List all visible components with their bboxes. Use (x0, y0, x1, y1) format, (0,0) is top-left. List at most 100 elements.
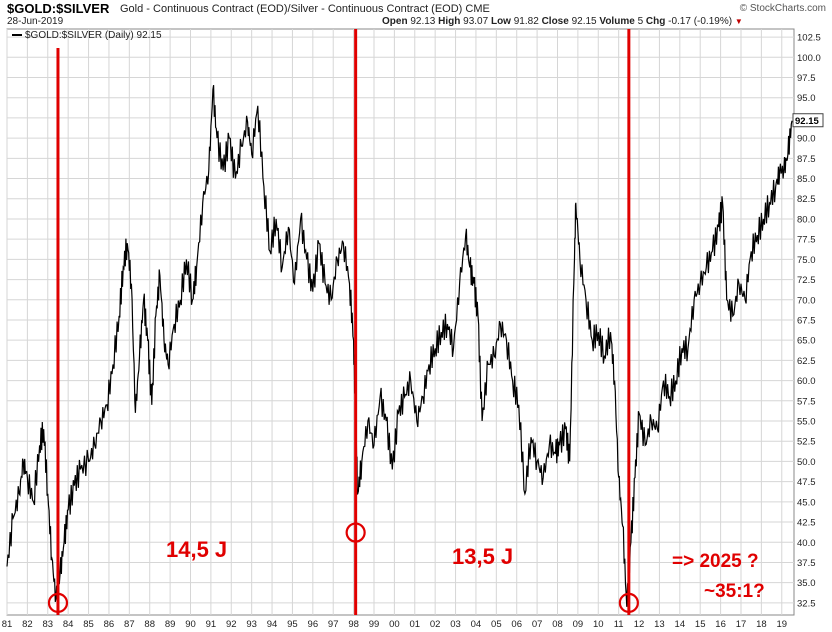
x-tick-label: 01 (409, 619, 420, 630)
x-tick-label: 86 (104, 619, 115, 630)
y-tick-label: 67.5 (797, 315, 816, 326)
x-tick-label: 07 (532, 619, 543, 630)
forecast-annotation-2: ~35:1? (704, 581, 765, 602)
x-tick-label: 83 (42, 619, 53, 630)
cycle-circle-marker (47, 592, 69, 613)
cycle-1-annotation: 14,5 J (166, 537, 227, 562)
x-tick-label: 05 (491, 619, 502, 630)
y-tick-label: 97.5 (797, 73, 816, 84)
symbol-description: Gold - Continuous Contract (EOD)/Silver … (120, 3, 490, 15)
x-tick-label: 92 (226, 619, 237, 630)
symbol-title: $GOLD:$SILVER (7, 1, 110, 16)
chg-label: Chg (645, 16, 666, 27)
y-tick-label: 62.5 (797, 356, 816, 367)
x-tick-label: 02 (430, 619, 441, 630)
x-tick-label: 99 (369, 619, 380, 630)
ohlc-readout: Open 92.13 High 93.07 Low 91.82 Close 92… (382, 16, 743, 27)
x-tick-label: 10 (593, 619, 604, 630)
legend: $GOLD:$SILVER (Daily) 92.15 (12, 30, 162, 41)
x-tick-label: 16 (715, 619, 726, 630)
x-tick-label: 96 (308, 619, 319, 630)
y-tick-label: 55.0 (797, 417, 816, 428)
y-tick-label: 102.5 (797, 33, 821, 44)
x-tick-label: 18 (756, 619, 767, 630)
y-tick-label: 60.0 (797, 376, 816, 387)
stockcharts-logo: © StockCharts.com (739, 3, 826, 14)
y-tick-label: 70.0 (797, 295, 816, 306)
volume-value: 5 (637, 16, 644, 27)
high-label: High (438, 16, 461, 27)
open-label: Open (382, 16, 408, 27)
cycle-2-annotation: 13,5 J (452, 544, 513, 569)
x-tick-label: 12 (634, 619, 645, 630)
y-tick-label: 100.0 (797, 53, 821, 64)
x-axis: 81 82 83 84 85 86 87 88 89 90 91 92 93 94 95 96 97 98 99 00… (2, 619, 787, 630)
x-tick-label: 89 (165, 619, 176, 630)
annotations: 14,5 J 13,5 J => 2025 ? ~35:1? (166, 537, 765, 602)
x-tick-label: 03 (450, 619, 461, 630)
x-tick-label: 04 (471, 619, 482, 630)
x-tick-label: 17 (736, 619, 747, 630)
y-tick-label: 47.5 (797, 477, 816, 488)
y-tick-label: 65.0 (797, 336, 816, 347)
x-tick-label: 15 (695, 619, 706, 630)
x-tick-label: 97 (328, 619, 339, 630)
x-tick-label: 85 (83, 619, 94, 630)
x-tick-label: 19 (776, 619, 787, 630)
exchange-label: CME (465, 3, 490, 15)
y-tick-label: 90.0 (797, 134, 816, 145)
high-value: 93.07 (463, 16, 489, 27)
x-tick-label: 90 (185, 619, 196, 630)
legend-label: $GOLD:$SILVER (Daily) 92.15 (25, 30, 162, 41)
y-tick-label: 85.0 (797, 174, 816, 185)
cycle-markers (47, 522, 639, 613)
y-tick-label: 32.5 (797, 598, 816, 609)
ratio-series-line (6, 85, 793, 607)
last-value-text: 92.15 (795, 116, 819, 127)
y-tick-label: 35.0 (797, 578, 816, 589)
y-tick-label: 72.5 (797, 275, 816, 286)
y-tick-label: 42.5 (797, 518, 816, 529)
cycle-circle-marker (618, 592, 639, 613)
x-tick-label: 91 (206, 619, 217, 630)
y-tick-label: 50.0 (797, 457, 816, 468)
close-label: Close (541, 16, 569, 27)
y-tick-label: 52.5 (797, 437, 816, 448)
last-value-tag: 92.15 (792, 113, 824, 128)
volume-label: Volume (599, 16, 635, 27)
x-tick-label: 94 (267, 619, 278, 630)
x-tick-label: 11 (614, 619, 624, 630)
x-tick-label: 81 (2, 619, 13, 630)
description-text: Gold - Continuous Contract (EOD)/Silver … (120, 3, 463, 15)
open-value: 92.13 (410, 16, 436, 27)
x-tick-label: 95 (287, 619, 298, 630)
cycle-circle-marker (345, 522, 366, 543)
close-value: 92.15 (571, 16, 597, 27)
low-value: 91.82 (513, 16, 539, 27)
forecast-annotation-1: => 2025 ? (672, 551, 759, 572)
y-tick-label: 57.5 (797, 396, 816, 407)
grid-lines (6, 29, 794, 615)
y-tick-label: 80.0 (797, 214, 816, 225)
x-tick-label: 93 (246, 619, 257, 630)
y-tick-label: 95.0 (797, 93, 816, 104)
y-axis: 32.5 35.0 37.5 40.0 42.5 45.0 47.5 50.0 52.5 55.0… (797, 33, 821, 610)
y-tick-label: 77.5 (797, 235, 816, 246)
x-tick-label: 82 (22, 619, 33, 630)
y-tick-label: 37.5 (797, 558, 816, 569)
x-tick-label: 98 (348, 619, 359, 630)
last-value-box (792, 113, 824, 128)
x-tick-label: 87 (124, 619, 135, 630)
y-tick-label: 45.0 (797, 497, 816, 508)
low-label: Low (490, 16, 511, 27)
x-tick-label: 09 (573, 619, 584, 630)
x-tick-label: 14 (675, 619, 686, 630)
chg-value: -0.17 (-0.19%) (668, 16, 733, 27)
down-arrow-icon: ▼ (734, 17, 743, 26)
x-tick-label: 00 (389, 619, 400, 630)
y-tick-label: 82.5 (797, 194, 816, 205)
y-tick-label: 87.5 (797, 154, 816, 165)
x-tick-label: 06 (511, 619, 522, 630)
cycle-lines (56, 29, 631, 615)
